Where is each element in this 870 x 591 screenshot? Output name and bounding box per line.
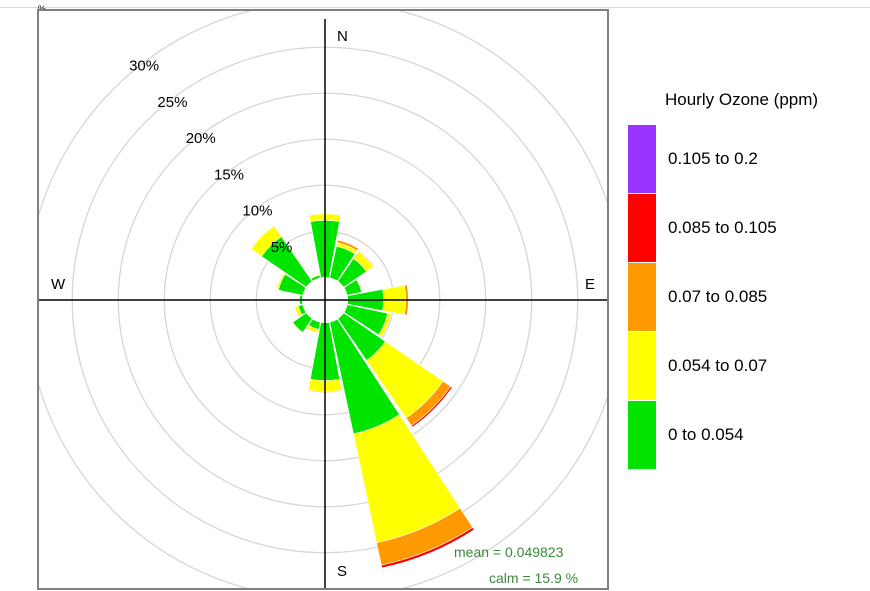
plot-frame: 5% 10% 15% 20% 25% 30% N E S W mean = 0.04982… [37, 9, 609, 590]
direction-sectors [250, 213, 475, 569]
radial-tick-label: 5% [271, 239, 293, 256]
sector-segment [410, 385, 453, 428]
legend-label: 0.07 to 0.085 [668, 287, 768, 306]
legend-label: 0.085 to 0.105 [668, 218, 777, 237]
sector-segment [381, 526, 475, 569]
sector-segment [355, 278, 363, 293]
compass-east: E [585, 276, 595, 293]
sector-segment [250, 225, 282, 257]
sector-segment [306, 324, 320, 334]
sector-segment [310, 273, 321, 280]
radial-tick-label: 20% [186, 130, 216, 147]
radial-tick-label: 15% [214, 166, 244, 183]
sector-segment [276, 272, 286, 291]
sector-segment [307, 389, 343, 393]
mean-stat: mean = 0.049823 [454, 544, 564, 560]
legend-label: 0.054 to 0.07 [668, 356, 768, 375]
legend-swatch [628, 194, 656, 262]
sector-segment [336, 239, 359, 252]
legend-title: Hourly Ozone (ppm) [665, 90, 819, 109]
legend-label: 0 to 0.054 [668, 425, 744, 444]
legend-swatch [628, 125, 656, 193]
radial-tick-labels: 5% 10% 15% 20% 25% 30% [129, 58, 292, 256]
sector-segment [291, 321, 304, 334]
top-rule [0, 7, 870, 8]
legend-swatch [628, 401, 656, 469]
sector-segment [378, 312, 392, 338]
compass-south: S [337, 563, 347, 580]
wind-rose-chart: 5% 10% 15% 20% 25% 30% N E S W mean = 0.04982… [39, 11, 607, 588]
radial-tick-label: 30% [129, 58, 159, 75]
radial-tick-label: 25% [157, 94, 187, 111]
legend-label: 0.105 to 0.2 [668, 149, 758, 168]
compass-north: N [337, 28, 348, 45]
legend-swatch [628, 263, 656, 331]
sector-segment [357, 250, 375, 268]
sector-segment [294, 305, 303, 318]
compass-west: W [51, 276, 66, 293]
calm-stat: calm = 15.9 % [489, 570, 578, 586]
legend-swatch [628, 332, 656, 400]
radial-tick-label: 10% [242, 203, 272, 220]
